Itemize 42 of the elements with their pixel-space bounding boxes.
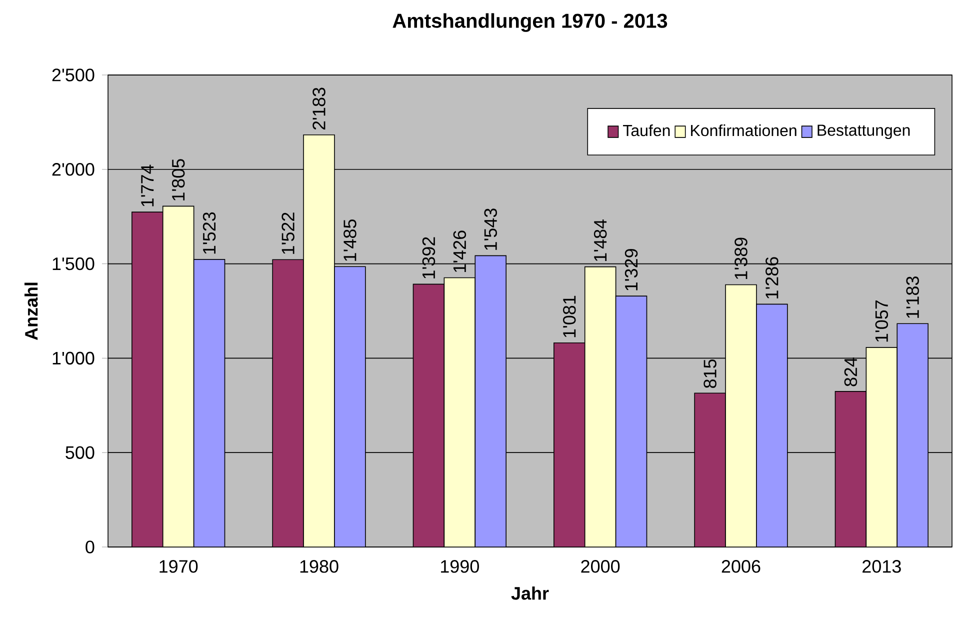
x-tick-label: 2013 — [862, 560, 901, 573]
bar — [444, 277, 476, 547]
data-label: 1'523 — [202, 212, 216, 254]
y-tick-label: 1'500 — [52, 257, 94, 270]
x-axis-title: Jahr — [511, 586, 549, 600]
data-label: 815 — [704, 359, 716, 388]
x-tick-label: 1990 — [441, 560, 479, 573]
data-label: 1'389 — [734, 238, 748, 279]
y-tick-label: 2'000 — [52, 163, 94, 176]
y-tick-label: 500 — [66, 446, 94, 459]
x-tick-label: 2006 — [722, 560, 760, 573]
data-label: 1'392 — [422, 237, 436, 278]
data-label: 1'081 — [563, 296, 576, 338]
data-label: 1'057 — [875, 300, 888, 342]
x-tick-label: 2000 — [581, 560, 620, 573]
chart-title: Amtshandlungen 1970 - 2013 — [392, 13, 668, 32]
bar — [725, 284, 757, 547]
bar — [584, 266, 616, 547]
data-label: 824 — [844, 358, 858, 386]
y-axis-title: Anzahl — [24, 282, 38, 340]
y-tick-label: 1'000 — [52, 352, 94, 365]
legend-label: Konfirmationen — [691, 124, 796, 136]
data-label: 1'426 — [453, 230, 466, 272]
data-label: 1'183 — [906, 276, 919, 318]
y-tick-label: 0 — [86, 540, 94, 554]
bar — [162, 206, 194, 547]
data-label: 1'774 — [141, 164, 154, 206]
data-label: 1'484 — [594, 219, 607, 262]
bar — [866, 347, 898, 547]
legend-label: Taufen — [623, 124, 670, 136]
data-label: 1'522 — [282, 212, 294, 254]
x-tick-label: 1970 — [160, 560, 198, 573]
data-label: 1'286 — [766, 257, 778, 298]
y-tick-label: 2'500 — [52, 68, 94, 82]
x-tick-label: 1980 — [300, 560, 338, 573]
bar — [303, 134, 335, 547]
legend-label: Bestattungen — [818, 124, 910, 140]
data-label: 2'183 — [312, 88, 326, 130]
data-label: 1'329 — [624, 249, 638, 290]
data-label: 1'543 — [484, 208, 497, 250]
data-label: 1'485 — [344, 220, 356, 261]
data-label: 1'805 — [172, 159, 185, 200]
